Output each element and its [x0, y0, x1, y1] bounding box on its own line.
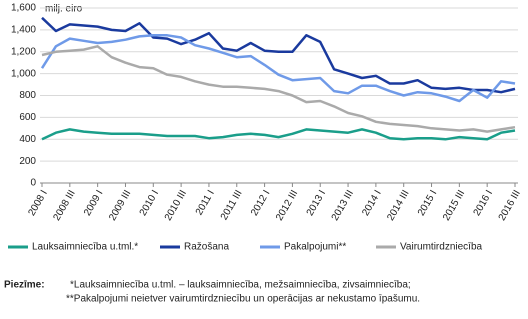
y-tick-label: 0: [30, 178, 36, 189]
y-tick-label: 600: [19, 112, 36, 123]
y-tick-label: 1,000: [11, 68, 36, 79]
x-tick-label: 2013 III: [330, 188, 356, 222]
x-tick-label: 2014 I: [360, 188, 383, 218]
x-tick-label: 2008 I: [26, 188, 49, 218]
note-line: *Lauksaimniecība u.tml. – lauksaimniecīb…: [70, 280, 411, 291]
x-tick-label: 2015 I: [416, 188, 439, 218]
x-tick-label: 2010 I: [138, 188, 161, 218]
note-line: **Pakalpojumi neietver vairumtirdzniecīb…: [66, 294, 420, 305]
y-tick-label: 1,400: [11, 25, 36, 36]
y-tick-label: 400: [19, 134, 36, 145]
legend-label: Vairumtirdzniecība: [400, 242, 483, 253]
series-line: [40, 34, 516, 103]
x-tick-label: 2015 III: [441, 188, 467, 222]
x-tick-label: 2009 III: [107, 188, 133, 222]
note-label: Piezīme:: [4, 280, 45, 291]
x-tick-label: 2008 III: [52, 188, 78, 222]
x-tick-label: 2011 I: [194, 188, 217, 217]
x-tick-label: 2012 I: [249, 188, 272, 218]
legend-label: Lauksaimniecība u.tml.*: [32, 242, 138, 253]
x-tick-label: 2013 I: [305, 188, 328, 218]
x-tick-label: 2011 III: [219, 188, 245, 222]
y-tick-label: 1,600: [11, 3, 36, 14]
y-tick-label: 200: [19, 156, 36, 167]
y-tick-label: 800: [19, 90, 36, 101]
x-tick-label: 2016 III: [497, 188, 523, 222]
series-line: [41, 128, 516, 141]
x-tick-label: 2010 III: [163, 188, 189, 222]
y-unit: milj. eiro: [45, 4, 83, 15]
legend-label: Pakalpojumi**: [284, 242, 346, 253]
series-line: [41, 16, 516, 94]
x-tick-label: 2014 III: [385, 188, 411, 222]
x-tick-label: 2009 I: [82, 188, 105, 218]
series-line: [41, 45, 516, 133]
x-tick-label: 2012 III: [274, 188, 300, 222]
y-tick-label: 1,200: [11, 46, 36, 57]
x-tick-label: 2016 I: [472, 188, 495, 218]
legend-label: Ražošana: [184, 242, 229, 253]
